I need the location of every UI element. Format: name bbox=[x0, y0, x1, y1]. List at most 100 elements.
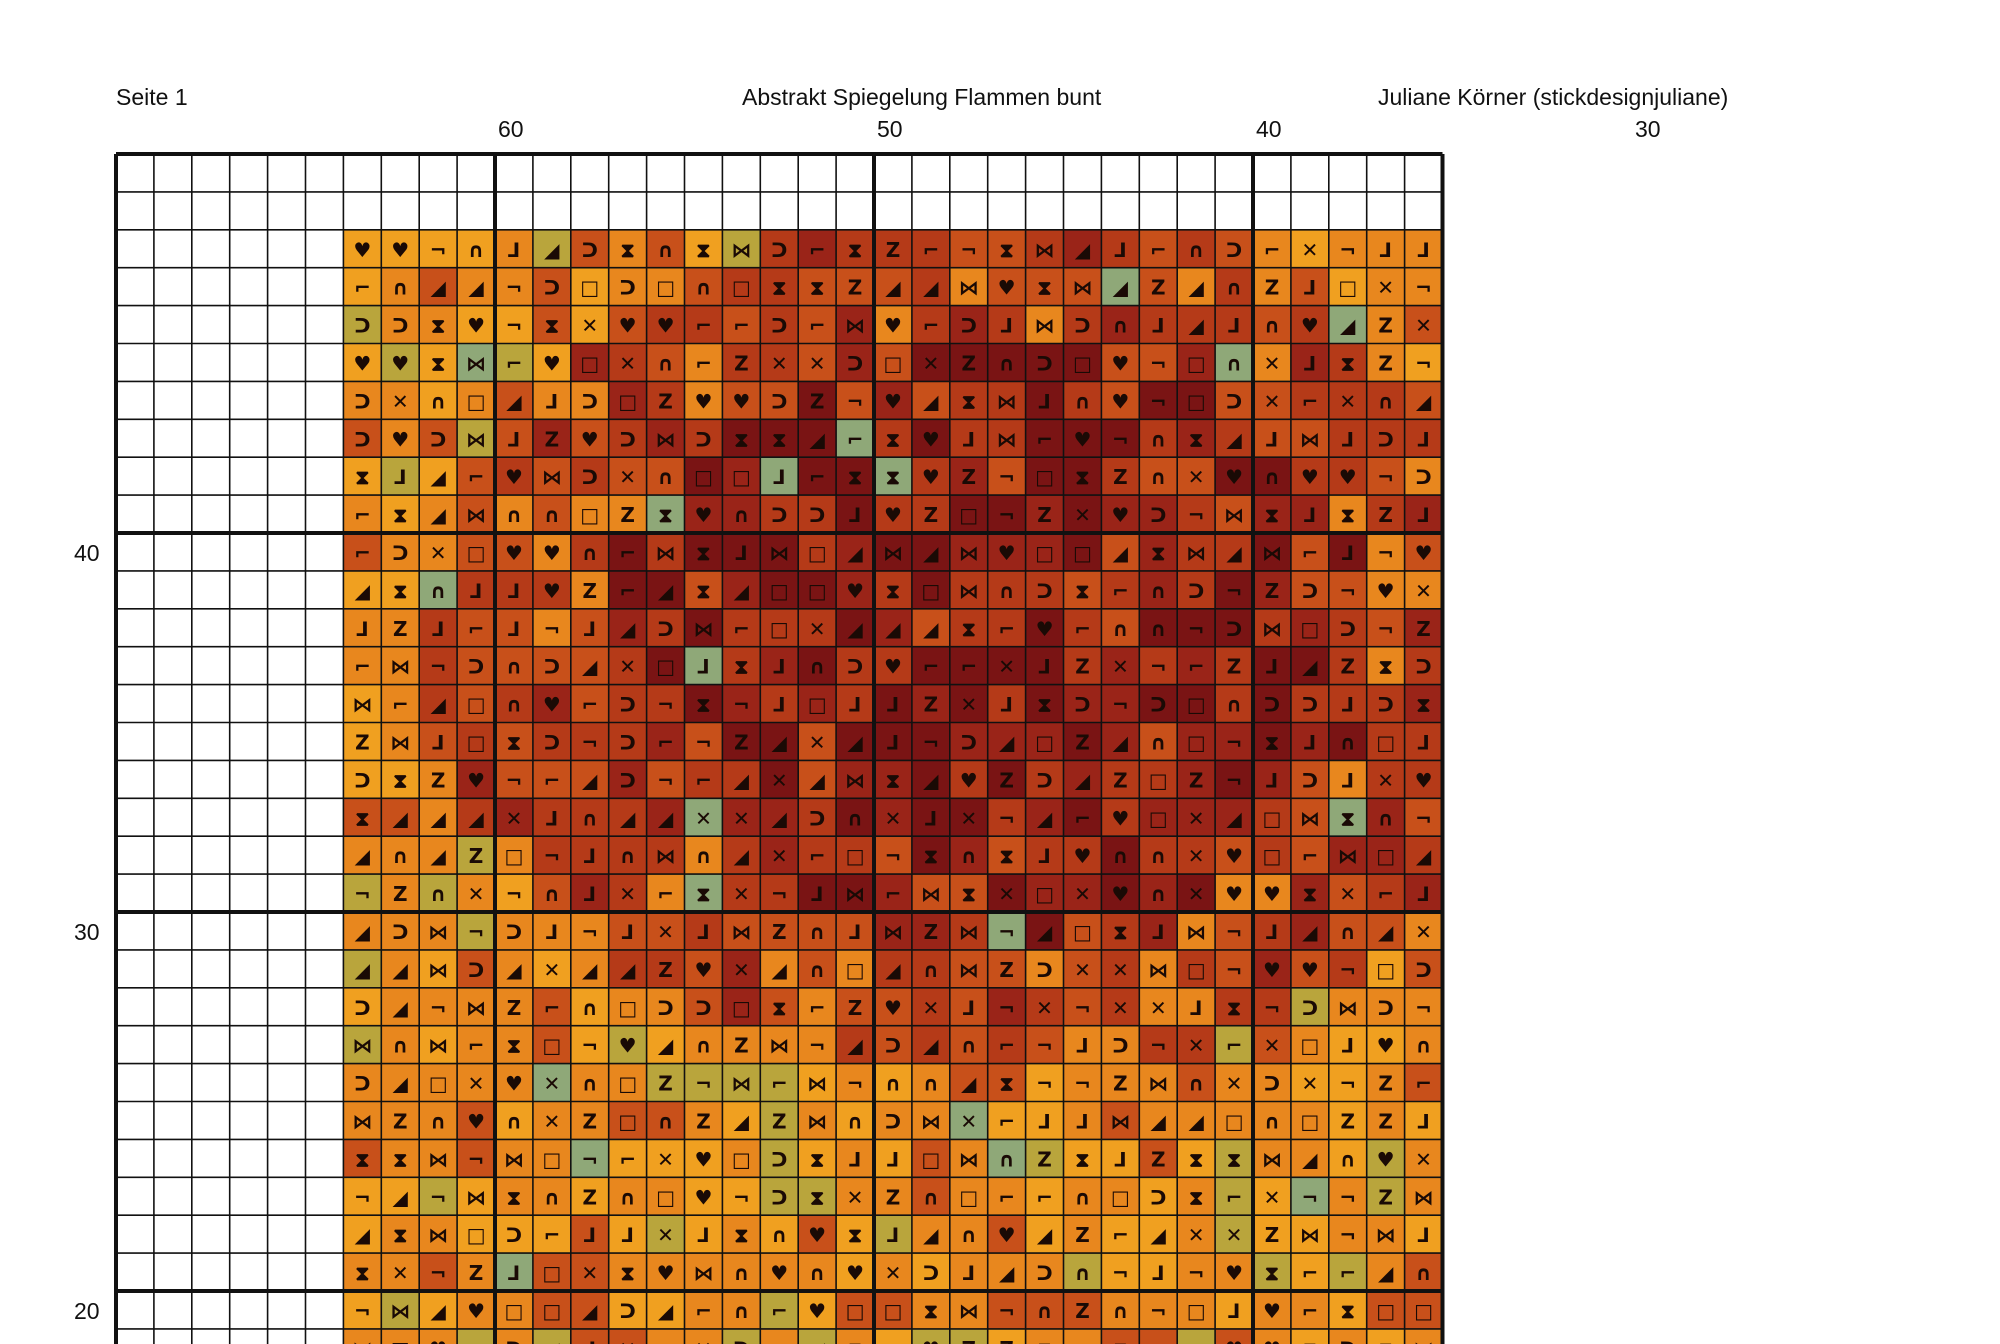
stitch-cell bbox=[874, 343, 912, 382]
stitch-cell bbox=[1366, 760, 1405, 799]
stitch-symbol: ᒧ bbox=[1076, 1109, 1089, 1133]
stitch-cell bbox=[1101, 495, 1140, 533]
stitch-cell bbox=[1063, 1139, 1102, 1178]
stitch-symbol: ᒧ bbox=[887, 730, 900, 754]
stitch-symbol: Z bbox=[999, 1337, 1014, 1344]
stitch-symbol: ⋈ bbox=[1035, 238, 1055, 262]
stitch-cell bbox=[419, 1215, 458, 1254]
stitch-cell bbox=[532, 722, 571, 761]
stitch-symbol: ♥ bbox=[467, 1299, 485, 1323]
stitch-cell bbox=[1063, 457, 1102, 496]
stitch-symbol: Z bbox=[431, 768, 446, 792]
stitch-cell bbox=[1404, 798, 1443, 837]
stitch-symbol: ⧗ bbox=[1000, 238, 1014, 262]
stitch-symbol: ᑐ bbox=[1415, 465, 1431, 489]
stitch-cell bbox=[760, 457, 799, 496]
stitch-cell bbox=[798, 798, 837, 837]
stitch-cell bbox=[608, 305, 647, 344]
stitch-cell bbox=[646, 305, 685, 344]
stitch-symbol: Z bbox=[810, 389, 825, 413]
stitch-symbol: ᒧ bbox=[1000, 314, 1013, 338]
stitch-symbol: □ bbox=[391, 1337, 410, 1344]
stitch-symbol: ¬ bbox=[430, 1185, 447, 1209]
stitch-cell bbox=[343, 1139, 382, 1178]
stitch-cell bbox=[495, 608, 533, 647]
stitch-cell bbox=[1366, 608, 1405, 647]
stitch-symbol: ♥ bbox=[694, 958, 712, 982]
stitch-symbol: ⧗ bbox=[355, 806, 369, 830]
stitch-cell bbox=[760, 1139, 799, 1178]
stitch-cell bbox=[646, 760, 685, 799]
stitch-symbol: ᑐ bbox=[847, 655, 863, 679]
stitch-cell bbox=[949, 229, 988, 268]
stitch-symbol: ᑐ bbox=[923, 1261, 939, 1285]
stitch-symbol: ¬ bbox=[1339, 1185, 1356, 1209]
stitch-cell bbox=[1101, 646, 1140, 685]
stitch-cell bbox=[1139, 1101, 1178, 1140]
stitch-symbol: ⧗ bbox=[1113, 1337, 1127, 1344]
stitch-symbol: ◢ bbox=[772, 958, 788, 982]
stitch-symbol: ⧗ bbox=[1227, 996, 1241, 1020]
stitch-cell bbox=[1063, 874, 1102, 912]
stitch-symbol: ✕ bbox=[1301, 238, 1318, 262]
stitch-symbol: ✕ bbox=[1339, 389, 1356, 413]
stitch-cell bbox=[684, 1215, 723, 1254]
stitch-symbol: ∩ bbox=[544, 882, 560, 906]
stitch-cell bbox=[646, 419, 685, 458]
stitch-cell bbox=[532, 1253, 571, 1291]
stitch-cell bbox=[608, 381, 647, 420]
stitch-symbol: ∩ bbox=[468, 1337, 484, 1344]
stitch-symbol: ᒧ bbox=[432, 730, 445, 754]
stitch-symbol: ∩ bbox=[582, 541, 598, 565]
stitch-cell bbox=[1101, 1139, 1140, 1178]
stitch-cell bbox=[836, 229, 874, 268]
stitch-cell bbox=[419, 1328, 458, 1344]
stitch-symbol: ¬ bbox=[1188, 1261, 1205, 1285]
stitch-cell bbox=[1025, 305, 1064, 344]
stitch-cell bbox=[343, 495, 382, 533]
stitch-cell bbox=[722, 457, 761, 496]
stitch-symbol: □ bbox=[770, 579, 789, 603]
stitch-symbol: □ bbox=[921, 579, 940, 603]
stitch-symbol: ✕ bbox=[809, 351, 826, 375]
stitch-symbol: □ bbox=[504, 1299, 523, 1323]
stitch-cell bbox=[343, 798, 382, 837]
stitch-cell bbox=[1328, 343, 1367, 382]
stitch-symbol: ◢ bbox=[430, 465, 446, 489]
stitch-cell bbox=[1404, 267, 1443, 306]
stitch-cell bbox=[1366, 305, 1405, 344]
stitch-cell bbox=[381, 1328, 420, 1344]
stitch-cell bbox=[608, 495, 647, 533]
stitch-symbol: ⋈ bbox=[959, 920, 979, 944]
stitch-cell bbox=[457, 798, 495, 837]
stitch-cell bbox=[949, 1025, 988, 1064]
stitch-cell bbox=[381, 1215, 420, 1254]
stitch-symbol: ⌐ bbox=[1301, 389, 1318, 413]
stitch-symbol: ♥ bbox=[1377, 1147, 1395, 1171]
stitch-symbol: ⋈ bbox=[959, 579, 979, 603]
stitch-symbol: □ bbox=[1187, 730, 1206, 754]
stitch-symbol: ◢ bbox=[355, 579, 371, 603]
stitch-symbol: ᑐ bbox=[468, 958, 484, 982]
stitch-symbol: ∩ bbox=[1378, 806, 1394, 830]
stitch-cell bbox=[987, 1328, 1026, 1344]
stitch-symbol: ✕ bbox=[885, 806, 902, 830]
stitch-cell bbox=[457, 760, 495, 799]
stitch-cell bbox=[684, 1328, 723, 1344]
stitch-symbol: ⧗ bbox=[734, 655, 748, 679]
stitch-symbol: ¬ bbox=[1150, 1299, 1167, 1323]
stitch-symbol: ᒧ bbox=[773, 465, 786, 489]
stitch-cell bbox=[646, 836, 685, 875]
stitch-symbol: ∩ bbox=[999, 351, 1015, 375]
stitch-cell bbox=[1025, 912, 1064, 950]
stitch-symbol: ✕ bbox=[960, 693, 977, 717]
stitch-symbol: ⌐ bbox=[695, 1299, 712, 1323]
stitch-symbol: □ bbox=[732, 465, 751, 489]
stitch-cell bbox=[1139, 305, 1178, 344]
stitch-symbol: ᒧ bbox=[925, 806, 938, 830]
stitch-cell bbox=[419, 533, 458, 571]
stitch-symbol: ⧗ bbox=[1341, 1299, 1355, 1323]
stitch-cell bbox=[1025, 760, 1064, 799]
stitch-cell bbox=[760, 874, 799, 912]
stitch-symbol: ⌐ bbox=[468, 617, 485, 641]
